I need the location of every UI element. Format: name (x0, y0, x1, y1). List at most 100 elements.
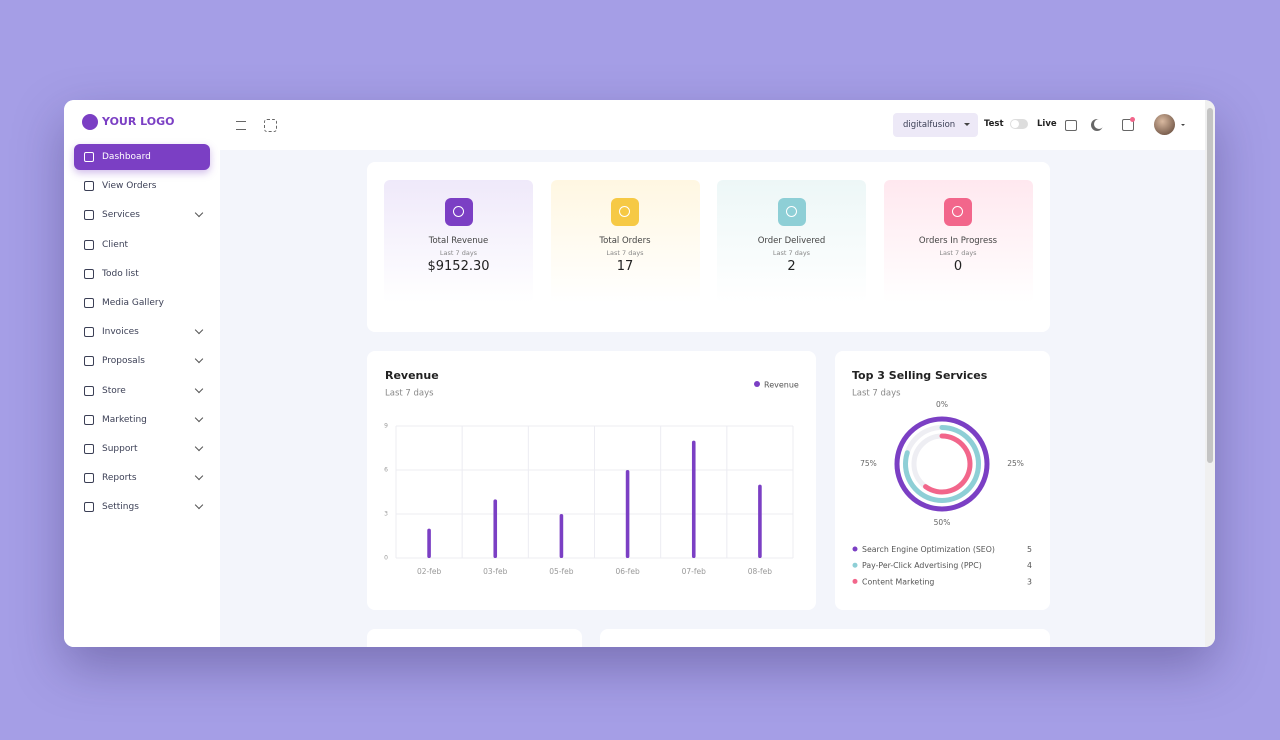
topbar: digitalfusion Test Live (220, 100, 1205, 150)
caret (964, 123, 970, 129)
chevron (194, 355, 204, 364)
nav-label: Proposals (102, 356, 145, 367)
nav-label: Client (102, 239, 129, 250)
menu-button[interactable] (236, 121, 246, 130)
app-window: YOUR LOGO Dashboard View Orders Services Cl… (64, 100, 1215, 647)
stat-period: Last 7 days (939, 249, 977, 257)
nav-icon (84, 239, 94, 250)
chevron (194, 442, 204, 452)
nav-label: Marketing (102, 414, 147, 425)
stat-title: Order Delivered (757, 236, 826, 246)
stat-card: Total Revenue Last 7 days $9152.30 (384, 180, 533, 303)
sidebar: YOUR LOGO Dashboard View Orders Services Cl… (64, 100, 220, 647)
nav-item[interactable]: Support (74, 436, 210, 462)
y-tick-label: 9 (384, 423, 388, 430)
stat-card: Order Delivered Last 7 days 2 (717, 180, 866, 303)
chart-title: Top 3 Selling Services (852, 369, 988, 382)
nav-item[interactable]: Todo list (74, 261, 210, 287)
nav-label: Store (102, 385, 126, 396)
stats-panel: Total Revenue Last 7 days $9152.30 Total Or… (367, 162, 1050, 332)
stat-value: 2 (787, 259, 796, 274)
stat-period: Last 7 days (606, 249, 644, 257)
y-tick-label: 6 (384, 467, 388, 474)
nav-icon (84, 268, 94, 279)
ring[interactable] (903, 425, 981, 503)
card (367, 629, 582, 647)
workspace-select[interactable]: digitalfusion (893, 113, 978, 137)
legend-marker (852, 546, 858, 552)
revenue-chart: Revenue Last 7 days Revenue 0 3 6 9 02-feb 03-… (384, 369, 799, 576)
legend-label: Pay-Per-Click Advertising (PPC) (862, 561, 982, 570)
x-tick-label: 05-feb (549, 567, 574, 576)
bar[interactable] (758, 484, 762, 558)
nav-label: Media Gallery (102, 298, 164, 308)
scroll-thumb[interactable] (1207, 108, 1213, 463)
chevron (194, 209, 204, 218)
chart-title: Revenue (385, 369, 439, 382)
nav-icon (84, 298, 94, 308)
avatar[interactable] (1154, 114, 1175, 135)
angle-tick-label: 50% (934, 518, 951, 527)
logo: YOUR LOGO (102, 115, 175, 128)
nav-icon (84, 414, 94, 425)
nav-label: Todo list (102, 268, 139, 279)
workspace-name: digitalfusion (903, 120, 956, 130)
services-chart: Top 3 Selling Services Last 7 days 0% 25%… (852, 369, 1032, 586)
nav-item[interactable]: Dashboard (74, 144, 210, 170)
apps-button[interactable] (264, 119, 277, 132)
ring[interactable] (923, 433, 973, 495)
mode-toggle[interactable] (1010, 119, 1028, 129)
chevron (194, 471, 204, 481)
nav-icon (84, 327, 94, 338)
nav-item[interactable]: Settings (74, 494, 210, 520)
chevron (194, 384, 204, 393)
stat-icon (944, 198, 972, 226)
nav-item[interactable]: Marketing (74, 407, 210, 433)
chart-subtitle: Last 7 days (852, 389, 901, 399)
ring[interactable] (894, 416, 990, 512)
x-tick-label: 03-feb (483, 567, 508, 576)
nav-icon (84, 385, 94, 396)
bar[interactable] (493, 499, 498, 558)
nav-icon (84, 473, 94, 484)
stat-value: 0 (953, 259, 963, 274)
bar[interactable] (427, 528, 431, 558)
bar[interactable] (559, 514, 564, 558)
legend-marker (852, 562, 858, 568)
store-button[interactable] (1065, 120, 1077, 131)
nav-icon (84, 152, 94, 162)
x-tick-label: 07-feb (682, 567, 707, 576)
legend-label: Revenue (764, 381, 799, 390)
nav-item[interactable]: Store (74, 378, 210, 404)
legend-value: 5 (1027, 545, 1032, 554)
nav-icon (84, 502, 94, 513)
nav-item[interactable]: Invoices (74, 319, 210, 345)
nav-item[interactable]: Services (74, 202, 210, 228)
nav-item[interactable]: Proposals (74, 348, 210, 374)
bar[interactable] (691, 440, 696, 558)
y-tick-label: 3 (384, 511, 388, 518)
nav-item[interactable]: Reports (74, 465, 210, 491)
nav-label: Services (102, 210, 140, 221)
legend-value: 4 (1027, 561, 1032, 570)
nav-item[interactable]: Media Gallery (74, 290, 210, 316)
notification-button[interactable] (1122, 117, 1135, 131)
stat-icon (777, 198, 806, 226)
legend-label: Content Marketing (862, 577, 934, 586)
nav-item[interactable]: View Orders (74, 173, 210, 199)
legend-marker (852, 578, 858, 584)
mode-live: Live (1037, 119, 1057, 129)
scrollbar[interactable] (1205, 100, 1215, 647)
bar[interactable] (625, 470, 630, 558)
nav-icon (84, 444, 94, 454)
nav-item[interactable]: Client (74, 232, 210, 258)
stat-value: 17 (616, 259, 634, 274)
stat-icon (444, 198, 473, 226)
chevron (194, 325, 204, 335)
y-tick-label: 0 (384, 555, 388, 562)
nav-label: Invoices (102, 327, 139, 338)
nav-label: Dashboard (102, 152, 151, 162)
theme-button[interactable] (1094, 119, 1104, 129)
x-tick-label: 06-feb (615, 567, 640, 576)
